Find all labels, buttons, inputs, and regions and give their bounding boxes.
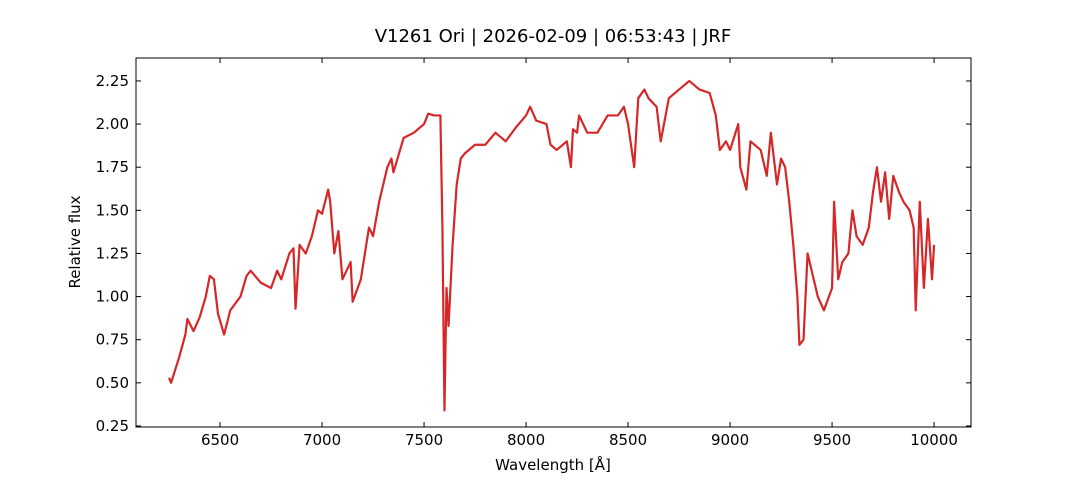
- x-axis-label: Wavelength [Å]: [495, 455, 611, 474]
- x-tick-label: 6500: [201, 431, 239, 449]
- spectrum-line: [168, 79, 936, 412]
- y-tick-label: 2.25: [96, 72, 129, 90]
- y-tick-label: 0.50: [96, 374, 129, 392]
- x-tick-label: 8000: [507, 431, 545, 449]
- x-tick-label: 9000: [711, 431, 749, 449]
- x-tick-label: 10000: [910, 431, 958, 449]
- chart-title: V1261 Ori | 2026-02-09 | 06:53:43 | JRF: [375, 26, 732, 47]
- y-tick-label: 1.75: [96, 158, 129, 176]
- y-tick-label: 2.00: [96, 115, 129, 133]
- x-tick-label: 7000: [303, 431, 341, 449]
- y-axis-label: Relative flux: [66, 195, 84, 288]
- y-tick-label: 0.75: [96, 331, 129, 349]
- x-tick-label: 9500: [813, 431, 851, 449]
- x-tick-label: 8500: [609, 431, 647, 449]
- y-tick-label: 1.00: [96, 288, 129, 306]
- plot-frame: [135, 57, 972, 428]
- y-tick-label: 0.25: [96, 417, 129, 435]
- x-tick-label: 7500: [405, 431, 443, 449]
- y-tick-label: 1.50: [96, 201, 129, 219]
- y-tick-label: 1.25: [96, 244, 129, 262]
